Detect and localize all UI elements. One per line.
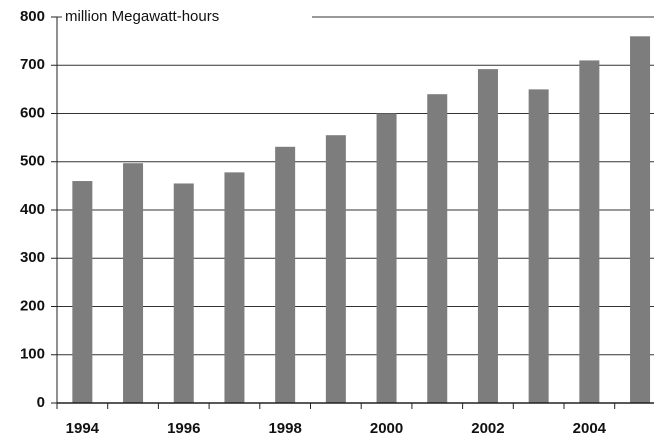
y-tick-label: 800 — [20, 8, 45, 25]
y-tick-label: 300 — [20, 249, 45, 266]
bar — [173, 183, 194, 403]
x-tick-label: 1996 — [167, 420, 200, 437]
bar — [528, 89, 549, 403]
bar — [123, 163, 144, 403]
x-tick-label: 2004 — [573, 420, 607, 437]
bar — [477, 69, 498, 404]
bar — [630, 36, 651, 404]
y-tick-label: 500 — [20, 153, 45, 170]
bar — [376, 113, 397, 403]
bar — [224, 172, 245, 403]
y-tick-label: 0 — [37, 394, 45, 411]
y-tick-label: 100 — [20, 346, 45, 363]
bar — [72, 181, 93, 403]
x-tick-label: 1994 — [66, 420, 100, 437]
y-tick-label: 400 — [20, 201, 45, 218]
bar — [275, 146, 296, 404]
y-tick-label: 200 — [20, 297, 45, 314]
x-tick-label: 2000 — [370, 420, 403, 437]
x-tick-label: 1998 — [268, 420, 301, 437]
bar — [427, 94, 448, 403]
label-background — [62, 7, 312, 27]
bar — [579, 60, 600, 404]
x-tick-label: 2002 — [471, 420, 504, 437]
bar — [325, 135, 346, 403]
y-axis-label: million Megawatt-hours — [65, 8, 219, 25]
y-tick-label: 600 — [20, 104, 45, 121]
y-tick-label: 700 — [20, 56, 45, 73]
